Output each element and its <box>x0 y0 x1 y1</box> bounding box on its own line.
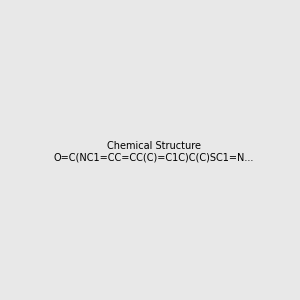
Text: Chemical Structure
O=C(NC1=CC=CC(C)=C1C)C(C)SC1=N...: Chemical Structure O=C(NC1=CC=CC(C)=C1C)… <box>54 141 254 162</box>
